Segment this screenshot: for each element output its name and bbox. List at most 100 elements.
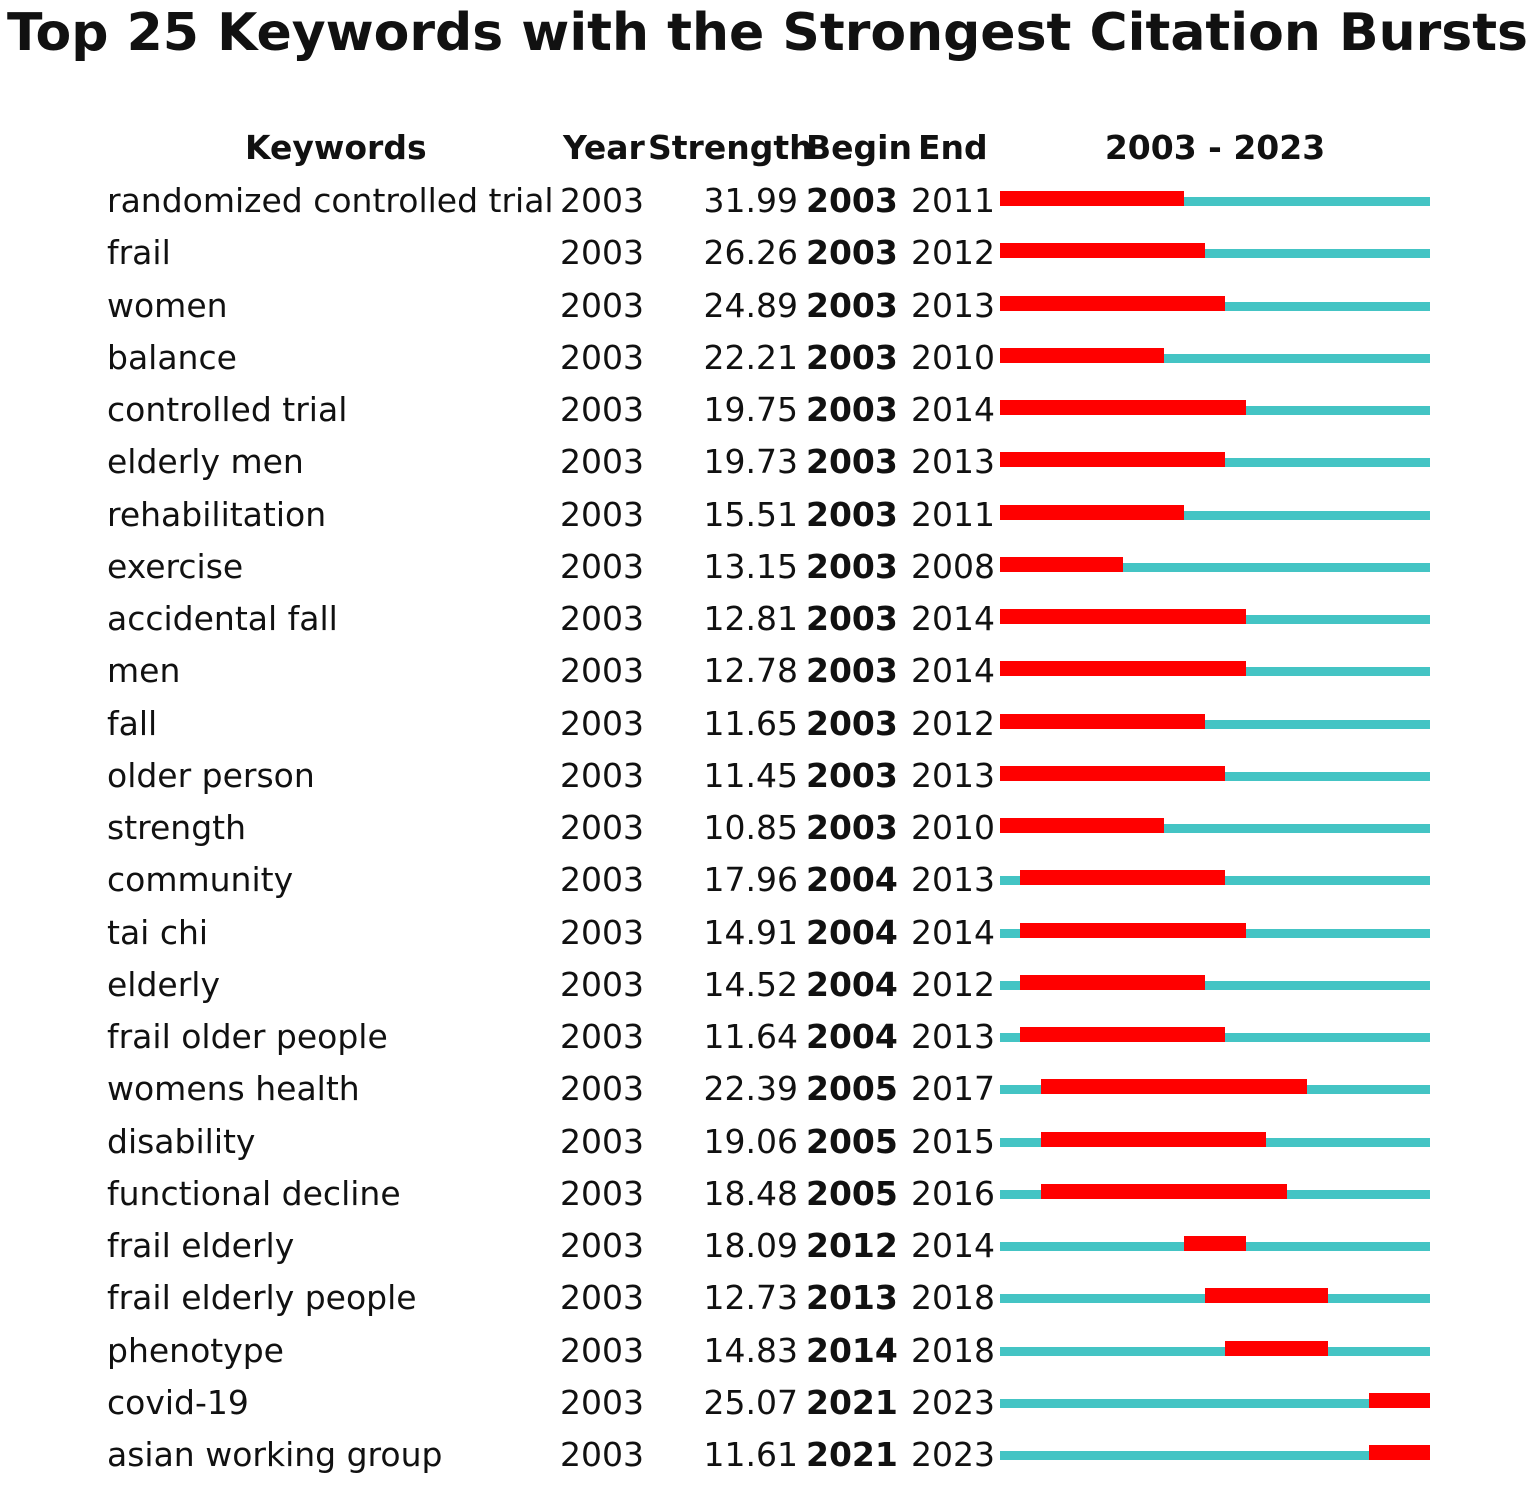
begin-year: 2003 [806,703,898,743]
table-row: frail elderly people 2003 12.73 2013 2018 [0,1278,1535,1330]
table-row: frail older people 2003 11.64 2004 2013 [0,1017,1535,1069]
keyword-label: older person [107,755,315,795]
header-begin: Begin [806,128,912,167]
timeline-baseline [1000,1398,1430,1408]
year-value: 2003 [560,703,644,743]
keyword-label: asian working group [107,1435,443,1474]
keyword-label: randomized controlled trial [107,181,554,220]
keyword-label: rehabilitation [107,494,327,534]
year-value: 2003 [560,1435,644,1474]
keyword-label: strength [107,808,246,847]
strength-value: 17.96 [703,860,798,900]
timeline-baseline [1000,824,1430,833]
table-row: older person 2003 11.45 2003 2013 [0,756,1535,808]
end-year: 2013 [911,755,995,795]
strength-value: 19.06 [703,1121,798,1161]
table-row: community 2003 17.96 2004 2013 [0,860,1535,912]
timeline-baseline [1000,719,1430,729]
burst-timeline-bar [1000,400,1430,416]
burst-segment [1000,661,1246,677]
burst-segment [1204,1288,1328,1304]
burst-segment [1000,295,1226,311]
strength-value: 11.64 [703,1017,798,1056]
begin-year: 2003 [806,390,898,429]
burst-timeline-bar [1000,870,1430,886]
year-value: 2003 [560,233,644,273]
year-value: 2003 [560,442,644,482]
burst-timeline-bar [1000,243,1430,259]
strength-value: 11.45 [703,755,798,795]
begin-year: 2004 [806,860,898,900]
begin-year: 2003 [806,233,898,273]
strength-value: 18.48 [703,1173,798,1213]
strength-value: 11.61 [703,1435,798,1474]
table-row: women 2003 24.89 2003 2013 [0,286,1535,338]
strength-value: 26.26 [703,233,798,273]
burst-timeline-bar [1000,504,1430,521]
timeline-baseline [1000,353,1430,363]
begin-year: 2003 [806,651,898,691]
burst-segment [1368,1392,1430,1408]
strength-value: 22.21 [703,337,798,377]
year-value: 2003 [560,285,644,325]
table-row: asian working group 2003 11.61 2021 2023 [0,1435,1535,1487]
burst-segment [1000,243,1205,259]
keyword-label: men [107,651,181,691]
keyword-label: frail [107,233,171,273]
burst-segment [1000,504,1185,520]
burst-timeline-bar [1000,974,1430,991]
keyword-label: accidental fall [107,599,338,638]
burst-timeline-bar [1000,1079,1430,1095]
begin-year: 2003 [806,337,898,377]
begin-year: 2004 [806,1017,898,1056]
year-value: 2003 [560,494,644,534]
end-year: 2013 [911,285,995,325]
burst-segment [1020,1027,1226,1042]
burst-segment [1040,1079,1308,1095]
table-row: men 2003 12.78 2003 2014 [0,651,1535,703]
begin-year: 2003 [806,442,898,482]
burst-timeline-bar [1000,556,1430,573]
end-year: 2011 [911,181,995,220]
burst-timeline-bar [1000,347,1430,364]
table-row: accidental fall 2003 12.81 2003 2014 [0,599,1535,651]
keyword-label: elderly [107,964,220,1004]
timeline-baseline [1000,510,1430,520]
end-year: 2023 [911,1435,995,1474]
end-year: 2013 [911,1017,995,1056]
begin-year: 2021 [806,1435,898,1474]
burst-segment [1225,1340,1328,1356]
header-year: Year [563,128,645,167]
keyword-label: covid-19 [107,1382,249,1422]
burst-segment [1000,452,1226,468]
table-row: controlled trial 2003 19.75 2003 2014 [0,390,1535,442]
end-year: 2013 [911,442,995,482]
table-row: disability 2003 19.06 2005 2015 [0,1122,1535,1174]
chart-title: Top 25 Keywords with the Strongest Citat… [6,3,1529,63]
end-year: 2010 [911,808,995,847]
table-row: tai chi 2003 14.91 2004 2014 [0,913,1535,965]
strength-value: 25.07 [703,1382,798,1422]
burst-timeline-bar [1000,1131,1430,1148]
end-year: 2023 [911,1382,995,1422]
burst-timeline-bar [1000,191,1430,207]
timeline-baseline [1000,249,1430,259]
burst-timeline-bar [1000,609,1430,625]
year-value: 2003 [560,599,644,638]
end-year: 2014 [911,912,995,952]
strength-value: 24.89 [703,285,798,325]
burst-timeline-bar [1000,1236,1430,1252]
burst-timeline-bar [1000,713,1430,730]
end-year: 2012 [911,233,995,273]
keyword-label: phenotype [107,1330,284,1370]
burst-timeline-bar [1000,818,1430,834]
year-value: 2003 [560,1017,644,1056]
keyword-label: elderly men [107,442,304,482]
end-year: 2017 [911,1069,995,1109]
burst-timeline-bar [1000,765,1430,782]
year-value: 2003 [560,860,644,900]
begin-year: 2013 [806,1278,898,1318]
year-value: 2003 [560,755,644,795]
keyword-label: frail older people [107,1017,388,1056]
begin-year: 2005 [806,1069,898,1109]
